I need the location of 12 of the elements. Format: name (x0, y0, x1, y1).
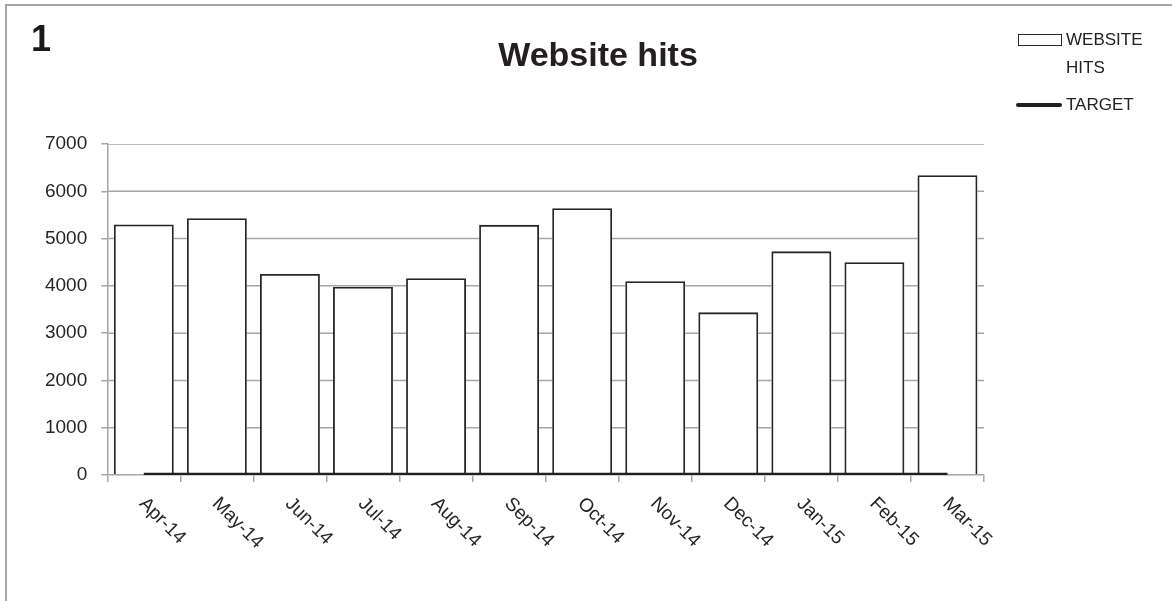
chart-title: Website hits (497, 34, 699, 74)
y-tick-label: 7000 (44, 132, 88, 154)
y-tick-label: 1000 (44, 415, 88, 437)
y-tick-label: 6000 (44, 179, 88, 201)
y-tick-label: 5000 (44, 226, 88, 248)
text: 1 (31, 18, 52, 59)
legend-label: TARGET (1066, 94, 1135, 116)
y-tick-label: 0 (76, 463, 88, 485)
y-tick-label: 3000 (44, 321, 88, 343)
y-tick-label: 4000 (44, 274, 88, 296)
y-tick-label: 2000 (44, 368, 88, 390)
legend-label: WEBSITE HITS (1066, 29, 1144, 79)
